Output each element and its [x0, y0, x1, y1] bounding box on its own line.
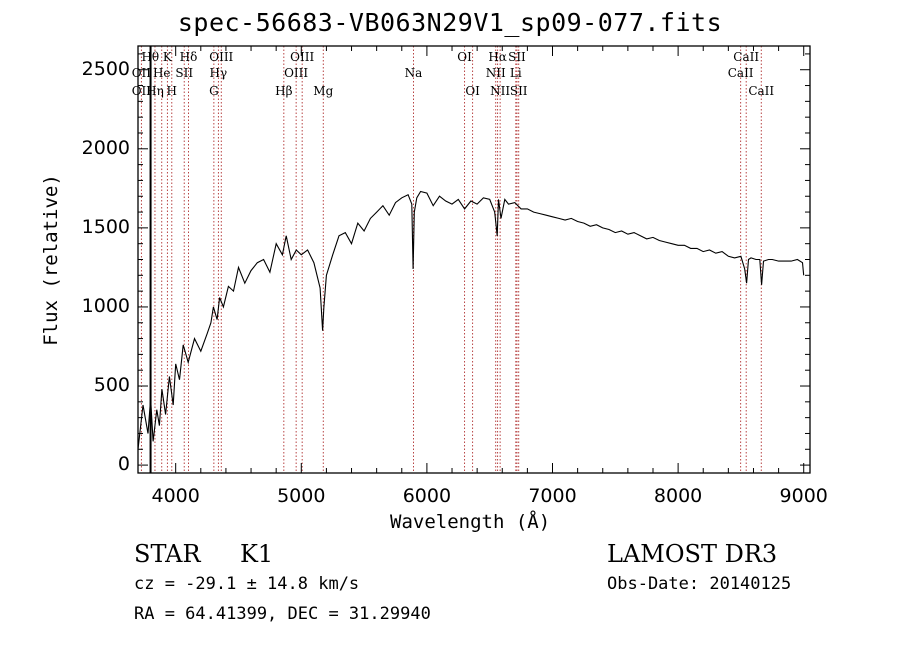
object-subclass: K1 [240, 540, 274, 568]
plot-frame [137, 45, 811, 474]
line-marker-label-18: CaII [748, 84, 775, 98]
y-tick-label-4: 2000 [81, 136, 130, 159]
line-marker-label-24: H [166, 84, 178, 98]
y-tick-label-1: 500 [93, 374, 130, 397]
line-marker-label-26: Hη [146, 84, 164, 98]
line-marker-label-23: K [162, 50, 172, 64]
x-tick-label-5: 9000 [779, 485, 828, 507]
line-marker-label-13: SII [508, 50, 526, 64]
line-marker-label-10: Hα [488, 50, 507, 64]
line-marker-label-20: Hθ [141, 50, 160, 64]
line-marker-label-6: Mg [313, 84, 334, 98]
line-marker-label-5: OIII [284, 66, 309, 80]
line-marker-label-15: SII [509, 84, 528, 98]
line-marker-label-12: NII [490, 84, 511, 98]
x-tick-label-1: 5000 [277, 485, 326, 507]
chart-title: spec-56683-VB063N29V1_sp09-077.fits [177, 8, 723, 37]
line-marker-label-7: Na [404, 66, 423, 80]
y-axis-label: Flux (relative) [40, 174, 62, 346]
line-marker-label-21: OII [131, 66, 152, 80]
x-axis-label: Wavelength (Å) [390, 511, 551, 533]
x-tick-label-2: 6000 [402, 485, 452, 507]
observation-date: Obs-Date: 20140125 [607, 574, 792, 594]
line-marker-label-0: Hδ [179, 50, 198, 64]
line-marker-label-11: NII [485, 66, 506, 80]
object-class: STAR [134, 540, 201, 568]
axis-ticks [138, 46, 810, 473]
line-marker-label-2: Hβ [275, 84, 293, 98]
line-marker-label-17: CaII [727, 66, 754, 80]
y-tick-label-0: 0 [117, 453, 130, 476]
x-tick-label-0: 4000 [151, 485, 200, 507]
emission-line-markers [140, 46, 762, 473]
line-marker-label-27: SII [175, 66, 194, 80]
coordinates: RA = 64.41399, DEC = 31.29940 [134, 604, 431, 624]
flux-series-line [137, 190, 805, 450]
redshift-value: cz = -29.1 ± 14.8 km/s [134, 574, 360, 594]
line-marker-label-8: OI [457, 50, 472, 64]
y-tick-label-3: 1500 [81, 215, 130, 238]
line-marker-label-3: OΙΙΙ [209, 50, 234, 64]
line-marker-label-25: He [152, 66, 171, 80]
y-tick-label-5: 2500 [81, 57, 130, 80]
line-marker-label-4: OIII [290, 50, 315, 64]
y-tick-label-2: 1000 [81, 294, 130, 317]
x-tick-label-3: 7000 [528, 485, 577, 507]
line-marker-label-14: Li [509, 66, 522, 80]
line-marker-label-16: CaII [733, 50, 760, 64]
line-marker-label-22: OII [131, 84, 152, 98]
line-marker-label-1: Hγ [209, 66, 228, 80]
line-marker-label-9: OI [465, 84, 480, 98]
line-marker-label-19: G [209, 84, 219, 98]
survey-name: LAMOST DR3 [607, 540, 778, 568]
x-tick-label-4: 8000 [653, 485, 703, 507]
